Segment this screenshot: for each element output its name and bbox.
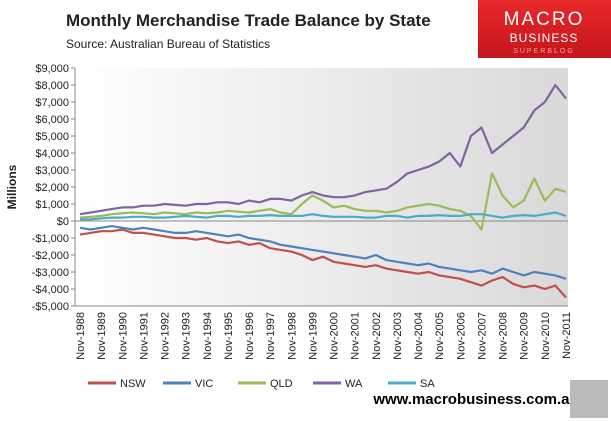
y-tick-label: $0 bbox=[57, 216, 69, 228]
y-tick-label: $8,000 bbox=[35, 80, 69, 92]
x-tick-label: Nov-1989 bbox=[96, 312, 108, 360]
y-tick-label: $5,000 bbox=[35, 131, 69, 143]
legend-label: NSW bbox=[120, 378, 146, 390]
x-tick-label: Nov-2003 bbox=[392, 312, 404, 360]
x-tick-label: Nov-2008 bbox=[498, 312, 510, 360]
series-line bbox=[79, 225, 567, 280]
x-tick-label: Nov-2001 bbox=[350, 312, 362, 360]
legend-label: QLD bbox=[270, 378, 293, 390]
y-tick-label: $1,000 bbox=[35, 199, 69, 211]
x-tick-label: Nov-1992 bbox=[160, 312, 172, 360]
y-tick-label: $7,000 bbox=[35, 97, 69, 109]
y-tick-label: $3,000 bbox=[35, 165, 69, 177]
y-tick-label: -$5,000 bbox=[32, 301, 69, 313]
x-tick-label: Nov-1991 bbox=[138, 312, 150, 360]
x-tick-label: Nov-1996 bbox=[244, 312, 256, 360]
logo-image bbox=[570, 380, 608, 418]
x-tick-label: Nov-2000 bbox=[329, 312, 341, 360]
x-tick-label: Nov-2007 bbox=[476, 312, 488, 360]
y-tick-label: -$1,000 bbox=[32, 233, 69, 245]
x-tick-label: Nov-2005 bbox=[434, 312, 446, 360]
y-tick-label: $9,000 bbox=[35, 63, 69, 75]
y-tick-label: -$2,000 bbox=[32, 250, 69, 262]
y-tick-label: -$4,000 bbox=[32, 284, 69, 296]
x-tick-label: Nov-1994 bbox=[202, 312, 214, 360]
logo-text: MACRO bbox=[504, 9, 585, 30]
x-tick-label: Nov-2009 bbox=[519, 312, 531, 360]
x-tick-label: Nov-1993 bbox=[181, 312, 193, 360]
x-tick-label: Nov-2011 bbox=[561, 312, 573, 359]
website: www.macrobusiness.com.au bbox=[372, 391, 578, 408]
chart-subtitle: Source: Australian Bureau of Statistics bbox=[66, 37, 270, 51]
x-tick-label: Nov-1988 bbox=[75, 312, 87, 360]
x-tick-label: Nov-2010 bbox=[540, 312, 552, 360]
legend-label: SA bbox=[420, 378, 435, 390]
x-tick-label: Nov-1997 bbox=[265, 312, 277, 360]
logo-text: BUSINESS bbox=[510, 31, 579, 45]
y-tick-label: -$3,000 bbox=[32, 267, 69, 279]
x-tick-label: Nov-2002 bbox=[371, 312, 383, 360]
x-tick-label: Nov-2004 bbox=[413, 312, 425, 360]
series-line bbox=[79, 83, 567, 216]
series-line bbox=[80, 211, 567, 221]
x-tick-label: Nov-1998 bbox=[286, 312, 298, 360]
y-tick-label: $2,000 bbox=[35, 182, 69, 194]
series-line bbox=[79, 172, 567, 231]
x-tick-label: Nov-1990 bbox=[117, 312, 129, 360]
y-tick-label: $6,000 bbox=[35, 114, 69, 126]
logo-text: SUPERBLOG bbox=[513, 48, 575, 55]
x-tick-label: Nov-2006 bbox=[455, 312, 467, 360]
y-tick-label: $4,000 bbox=[35, 148, 69, 160]
legend-label: WA bbox=[345, 378, 363, 390]
plot-area bbox=[75, 68, 568, 306]
series-line bbox=[79, 228, 567, 299]
y-axis-label: Millions bbox=[5, 164, 19, 209]
legend-label: VIC bbox=[195, 378, 213, 390]
x-tick-label: Nov-1999 bbox=[307, 312, 319, 360]
logo-box bbox=[478, 0, 611, 58]
chart-title: Monthly Merchandise Trade Balance by Sta… bbox=[66, 11, 431, 30]
x-tick-label: Nov-1995 bbox=[223, 312, 235, 360]
